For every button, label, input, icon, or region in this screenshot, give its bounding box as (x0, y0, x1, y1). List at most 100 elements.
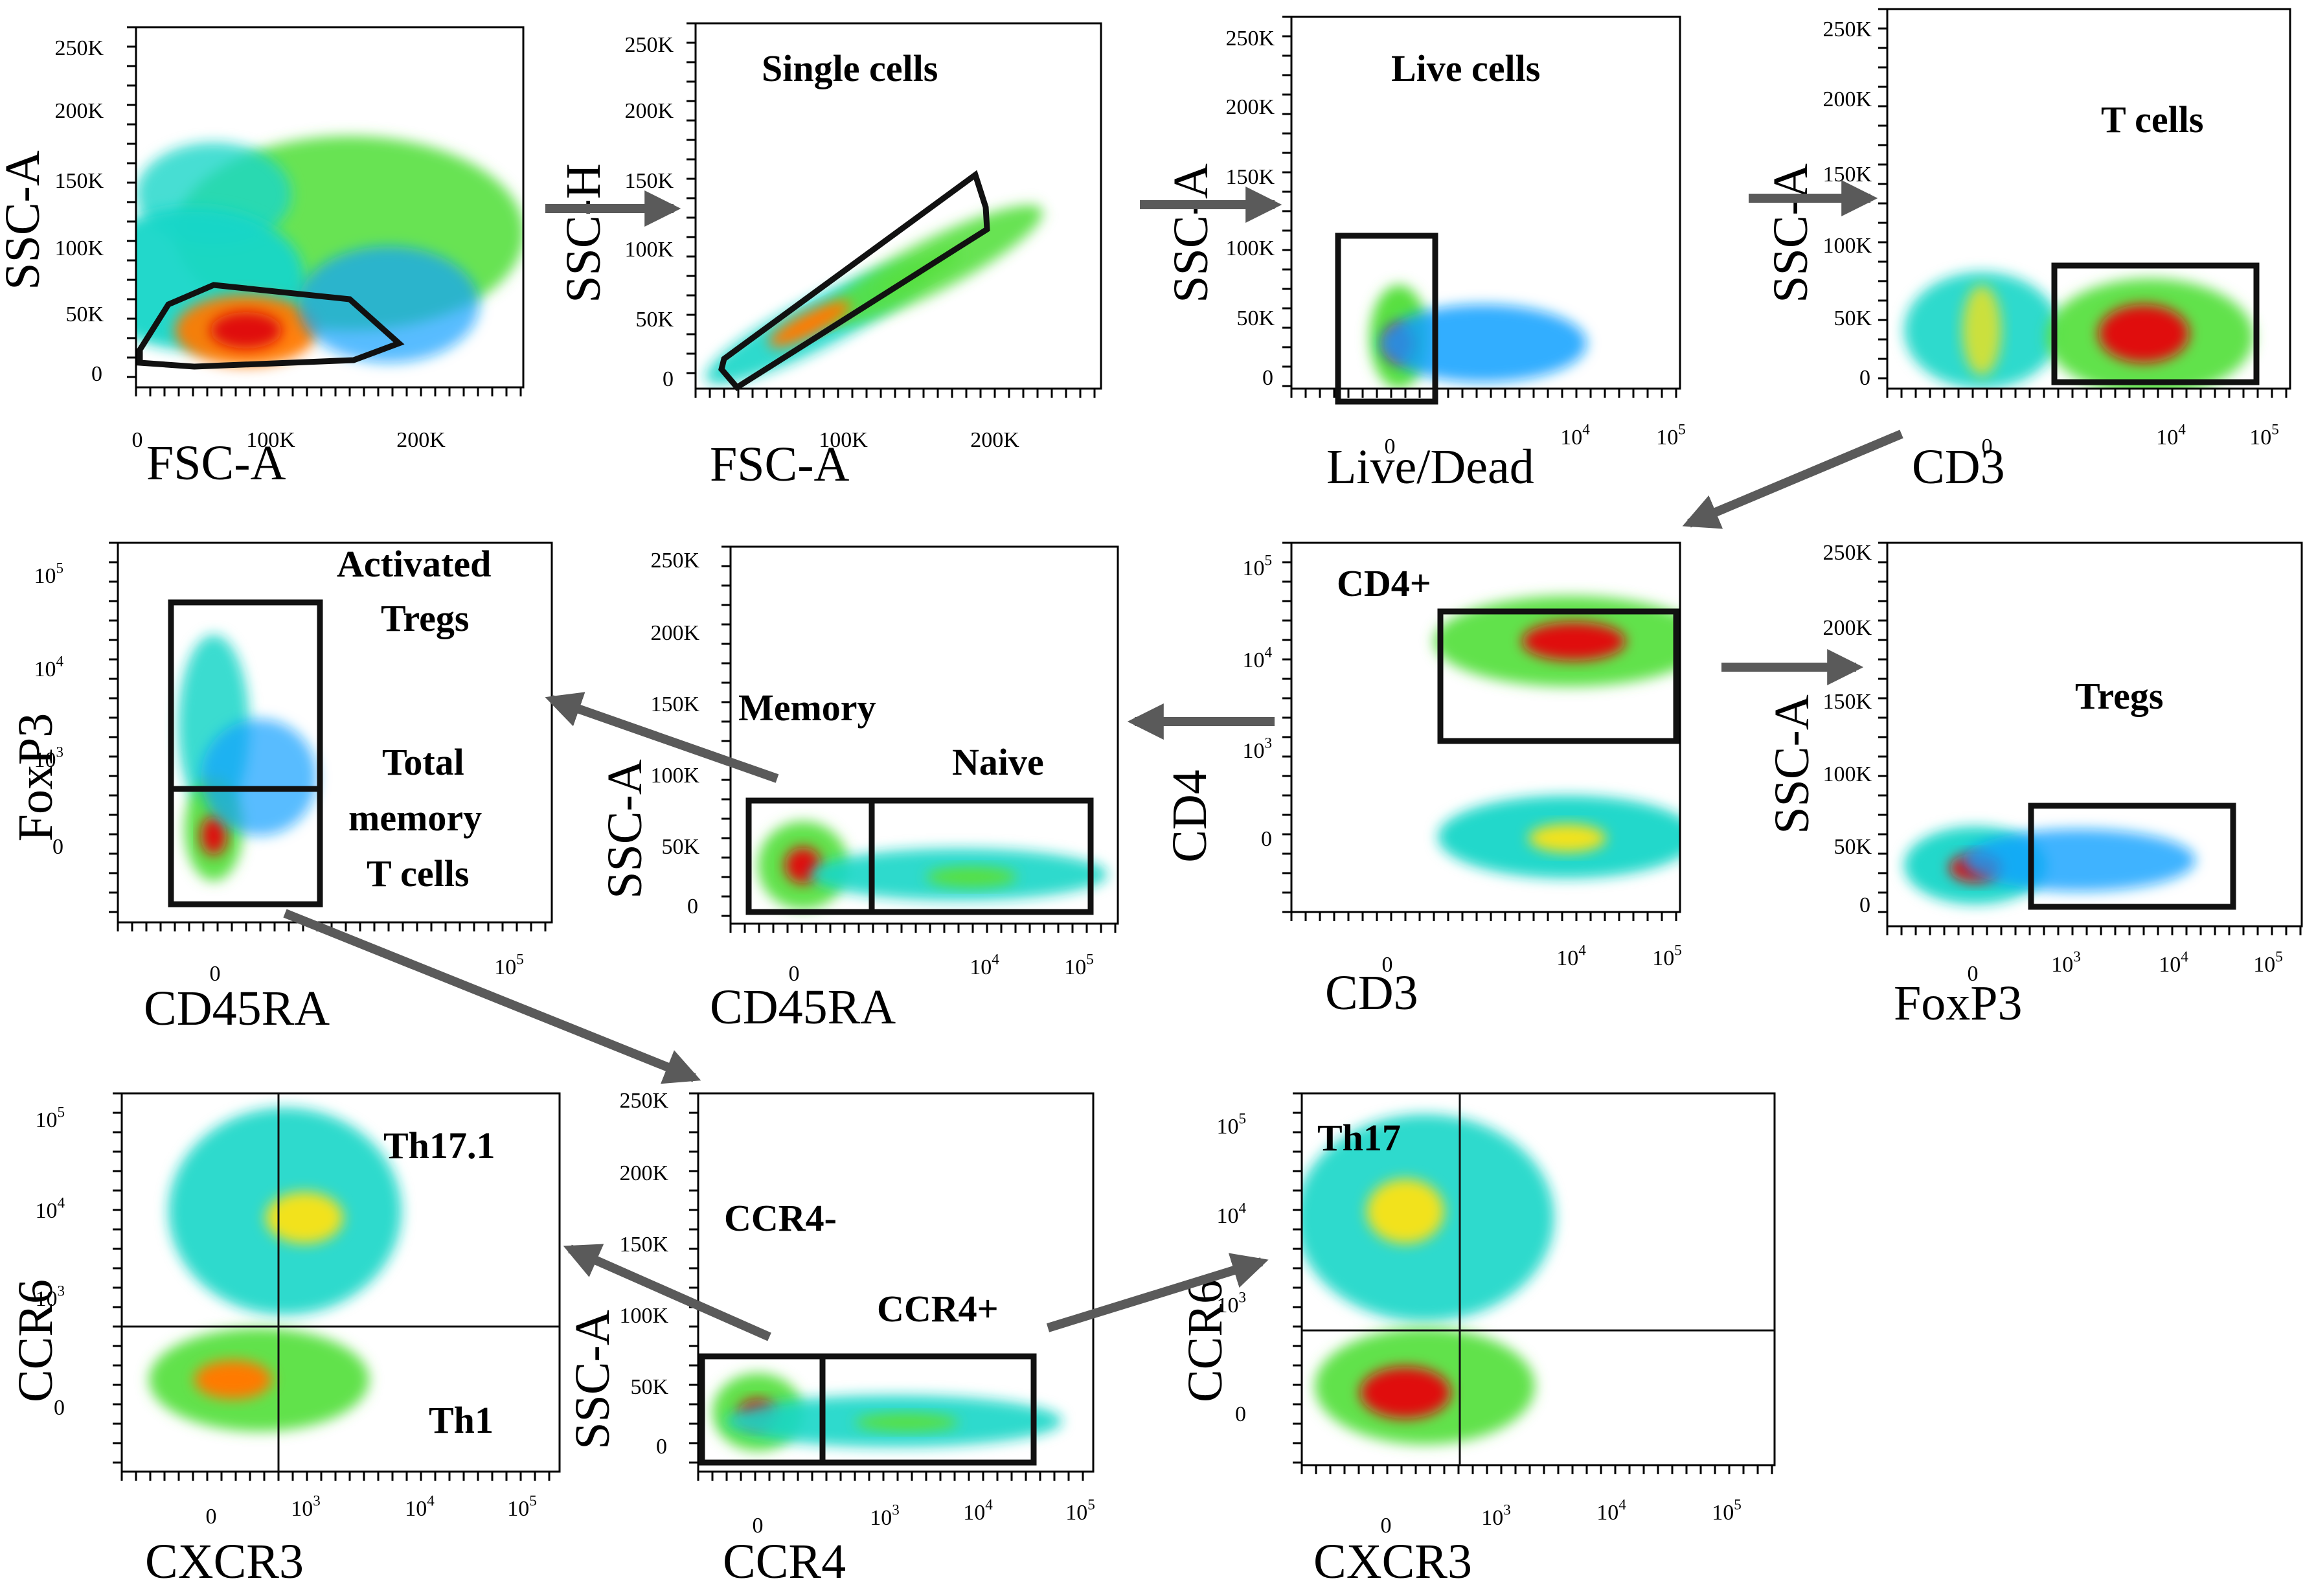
axis-ticks (721, 545, 1117, 933)
y-tick-label: 104 (34, 654, 63, 681)
density-plot (712, 1373, 1062, 1451)
x-tick-label: 0 (789, 962, 800, 986)
x-tick-label: 104 (963, 1497, 993, 1525)
gate-rect[interactable] (1335, 233, 1438, 405)
y-tick-label: 200K (624, 99, 674, 123)
density-cloud (926, 867, 1017, 887)
gate-label: T cells (2101, 98, 2203, 141)
gate-label: Tregs (381, 597, 469, 639)
panel-cd4: CD4+ 105 104 103 0 0 104 105 CD3 CD4 (1163, 542, 1682, 1020)
y-axis-label: SSC-A (1164, 163, 1218, 303)
axis-ticks (1282, 16, 1677, 398)
x-tick-label: 103 (2051, 949, 2081, 977)
gate-label: Live cells (1391, 47, 1540, 89)
gate-polygon[interactable] (137, 282, 405, 370)
y-tick-label: 105 (35, 1104, 65, 1132)
density-cloud (2098, 304, 2189, 363)
density-cloud (298, 246, 479, 363)
panel-ccr4: CCR4- CCR4+ 250K 200K 150K 100K 50K 0 0 103 104 105… (565, 1089, 1095, 1589)
x-tick-label: 200K (396, 428, 446, 452)
gate-rect[interactable] (745, 797, 1094, 915)
density-cloud (855, 1413, 959, 1431)
y-tick-label: 250K (54, 36, 104, 60)
gate-label: Activated (337, 543, 491, 585)
x-axis-label: CCR4 (723, 1534, 846, 1589)
gate-rect[interactable] (2051, 262, 2260, 385)
y-tick-label: 100K (650, 764, 699, 788)
x-tick-label: 0 (1385, 435, 1396, 459)
axis-ticks (1878, 542, 2302, 935)
x-tick-label: 105 (1064, 952, 1094, 979)
x-axis-label: Live/Dead (1326, 440, 1534, 494)
density-cloud (1962, 829, 2196, 891)
y-tick-label: 150K (650, 692, 699, 716)
x-tick-label: 104 (2156, 422, 2186, 450)
panel-activated-tregs: Activated Tregs Total memory T cells 105 104 10… (8, 542, 553, 1036)
gate-rect[interactable] (2028, 803, 2236, 910)
density-plot (1302, 1114, 1554, 1444)
x-tick-label: 105 (1712, 1497, 1742, 1525)
y-tick-label: 50K (630, 1375, 668, 1399)
density-cloud (1528, 824, 1606, 852)
gate-label: T cells (367, 852, 469, 895)
gate-label: Tregs (2075, 675, 2163, 717)
y-tick-label: 250K (624, 33, 674, 57)
gate-label: Memory (738, 687, 876, 729)
plot-frame (1290, 542, 1681, 913)
panel-live-cells: Live cells 250K 200K 150K 100K 50K 0 0 104 105 Liv… (1164, 16, 1686, 494)
x-tick-label: 103 (291, 1493, 321, 1521)
y-axis-label: SSC-A (565, 1310, 620, 1450)
y-tick-label: 0 (656, 1435, 667, 1459)
axis-ticks (1878, 8, 2288, 398)
y-tick-label: 50K (635, 308, 674, 332)
density-cloud (194, 1360, 272, 1399)
y-tick-label: 50K (661, 835, 699, 859)
x-tick-label: 200K (970, 428, 1019, 452)
gate-rect[interactable] (699, 1353, 1037, 1466)
density-cloud (266, 1192, 343, 1244)
gate-label: Th1 (429, 1399, 494, 1441)
y-axis-label: SSC-A (598, 759, 652, 899)
x-axis-label: CD45RA (710, 980, 896, 1034)
x-tick-label: 0 (210, 962, 221, 986)
y-tick-label: 250K (1822, 17, 1872, 41)
gate-label: Th17.1 (383, 1124, 495, 1167)
y-tick-label: 100K (619, 1304, 668, 1328)
axis-ticks (113, 1092, 551, 1481)
y-tick-label: 100K (1822, 762, 1872, 786)
density-cloud (201, 719, 317, 836)
x-axis-label: CD3 (1912, 440, 2005, 494)
y-tick-label: 200K (1822, 87, 1872, 111)
x-axis-label: CXCR3 (1313, 1534, 1472, 1589)
density-cloud (1522, 622, 1626, 661)
gate-label: CD4+ (1337, 562, 1431, 604)
gate-label: Naive (952, 741, 1044, 783)
y-tick-label: 100K (1822, 234, 1872, 258)
x-tick-label: 0 (1968, 962, 1979, 986)
y-tick-label: 200K (54, 99, 104, 123)
y-axis-label: SSC-H (556, 163, 611, 302)
axis-ticks (1293, 1092, 1773, 1474)
x-axis-label: FoxP3 (1894, 976, 2023, 1031)
y-tick-label: 104 (1242, 644, 1272, 672)
density-cloud (1379, 304, 1587, 382)
y-tick-label: 150K (54, 169, 104, 193)
x-tick-label: 103 (1481, 1502, 1511, 1530)
plot-frame (1300, 1092, 1776, 1466)
gate-rect[interactable] (1437, 608, 1679, 744)
gate-label: Single cells (762, 47, 938, 89)
y-axis-label: CCR6 (1178, 1279, 1232, 1402)
gate-rect[interactable] (168, 599, 323, 907)
x-tick-label: 105 (507, 1493, 537, 1521)
density-plot (149, 1108, 402, 1431)
x-axis-label: CD45RA (144, 981, 330, 1036)
gate-polygon[interactable] (718, 170, 990, 391)
x-axis-label: FSC-A (146, 436, 286, 490)
panel-memory-naive: Memory Naive 250K 200K 150K 100K 50K 0 0 104 105 CD… (598, 545, 1119, 1034)
y-tick-label: 250K (1822, 541, 1872, 565)
y-tick-label: 200K (1822, 616, 1872, 640)
y-tick-label: 50K (1834, 306, 1872, 330)
y-tick-label: 50K (65, 302, 104, 326)
density-plot (1904, 272, 2254, 389)
